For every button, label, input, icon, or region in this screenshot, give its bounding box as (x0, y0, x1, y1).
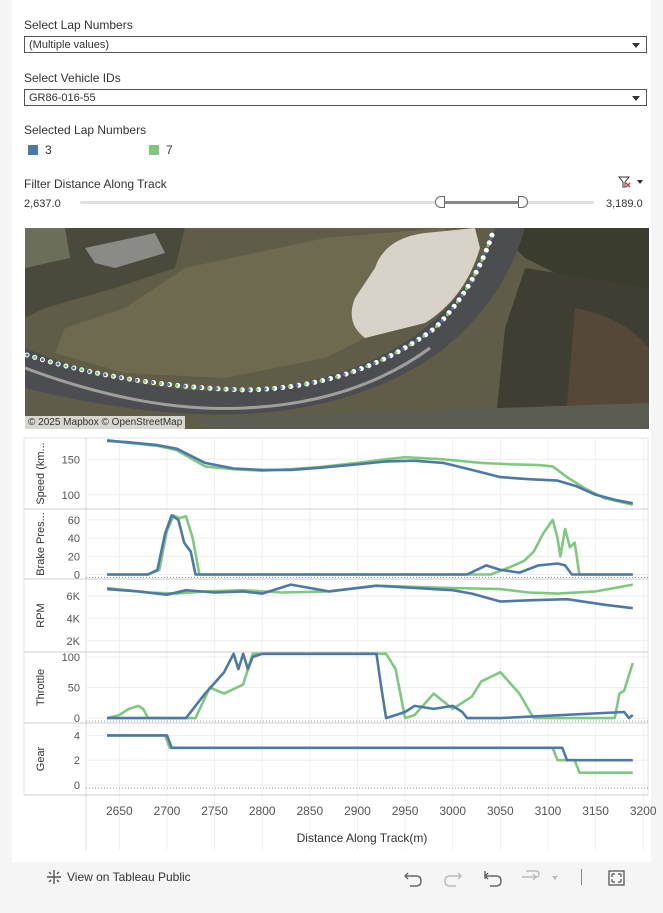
tableau-logo-icon (47, 870, 61, 884)
y-axis-label: Speed (km... (35, 442, 47, 504)
vehicle-filter-label: Select Vehicle IDs (24, 71, 121, 85)
distance-slider-track[interactable] (80, 201, 594, 204)
dropdown-arrow-icon (632, 43, 640, 48)
distance-slider-min-handle[interactable] (435, 196, 445, 208)
x-tick-label: 3100 (535, 804, 562, 818)
vehicle-select-value: GR86-016-55 (29, 92, 96, 104)
toolbar-divider (581, 869, 582, 885)
legend-swatch-7[interactable] (149, 145, 159, 155)
x-tick-label: 3050 (487, 804, 514, 818)
series-line-lap-7 (106, 438, 634, 506)
chart-frame (23, 437, 649, 796)
legend-swatch-3[interactable] (28, 145, 38, 155)
vehicle-select[interactable]: GR86-016-55 (24, 89, 647, 106)
x-tick-label: 2700 (154, 804, 181, 818)
track-map[interactable]: © 2025 Mapbox © OpenStreetMap (25, 228, 649, 429)
y-tick-label: 6K (67, 591, 81, 603)
series-line-lap-3 (107, 734, 633, 762)
dropdown-arrow-icon (632, 96, 640, 101)
x-tick-label: 3200 (630, 804, 657, 818)
distance-max-value: 3,189.0 (606, 198, 643, 210)
legend-title: Selected Lap Numbers (24, 123, 147, 137)
x-tick-label: 3150 (582, 804, 609, 818)
x-tick-label: 2800 (249, 804, 276, 818)
map-attribution[interactable]: © 2025 Mapbox © OpenStreetMap (25, 416, 186, 429)
refresh-icon[interactable] (520, 866, 542, 888)
series-line-lap-7 (107, 734, 633, 775)
redo-icon[interactable] (442, 866, 464, 888)
lap-filter-label: Select Lap Numbers (24, 18, 133, 32)
y-tick-label: 2K (67, 636, 81, 648)
satellite-map-image (25, 228, 649, 429)
y-tick-label: 2 (74, 755, 80, 767)
toolbar (0, 862, 663, 913)
distance-slider-range (441, 201, 523, 204)
x-tick-label: 3000 (439, 804, 466, 818)
clear-filter-icon[interactable] (618, 175, 646, 189)
y-tick-label: 40 (68, 533, 80, 545)
x-tick-label: 2950 (392, 804, 419, 818)
lap-select-value: (Multiple values) (29, 39, 110, 51)
series-line-lap-3 (106, 439, 634, 505)
distance-filter-label: Filter Distance Along Track (24, 177, 167, 191)
series-line-lap-7 (106, 652, 635, 720)
y-tick-label: 100 (62, 652, 80, 664)
undo-icon[interactable] (402, 866, 424, 888)
y-tick-label: 100 (62, 490, 80, 502)
y-axis-label: Brake Pres... (35, 512, 47, 576)
fullscreen-icon[interactable] (606, 866, 628, 888)
series-line-lap-7 (107, 514, 633, 576)
distance-slider-max-handle[interactable] (518, 196, 528, 208)
x-tick-label: 2850 (296, 804, 323, 818)
y-tick-label: 4K (67, 613, 81, 625)
x-tick-label: 2650 (106, 804, 133, 818)
y-axis-label: Gear (35, 746, 47, 771)
x-tick-label: 2750 (201, 804, 228, 818)
x-axis-label: Distance Along Track(m) (297, 831, 428, 845)
refresh-dropdown-icon[interactable] (546, 866, 568, 888)
lap-select[interactable]: (Multiple values) (24, 36, 647, 53)
y-tick-label: 50 (68, 683, 80, 695)
series-line-lap-3 (106, 583, 633, 610)
y-axis-label: Throttle (35, 669, 47, 706)
y-tick-label: 4 (74, 730, 80, 742)
x-tick-label: 2900 (344, 804, 371, 818)
distance-min-value: 2,637.0 (24, 198, 61, 210)
view-on-tableau-link[interactable]: View on Tableau Public (67, 870, 191, 884)
legend-label-3[interactable]: 3 (45, 143, 52, 157)
track-trace-points (25, 229, 496, 393)
y-tick-label: 60 (68, 515, 80, 527)
y-tick-label: 0 (74, 713, 80, 725)
series-line-lap-3 (107, 514, 633, 576)
revert-icon[interactable] (482, 866, 504, 888)
y-axis-label: RPM (35, 603, 47, 627)
series-line-lap-3 (107, 652, 634, 720)
y-tick-label: 0 (74, 780, 80, 792)
legend-label-7[interactable]: 7 (166, 143, 173, 157)
y-tick-label: 20 (68, 551, 80, 563)
y-tick-label: 150 (62, 454, 80, 466)
y-tick-label: 0 (74, 569, 80, 581)
